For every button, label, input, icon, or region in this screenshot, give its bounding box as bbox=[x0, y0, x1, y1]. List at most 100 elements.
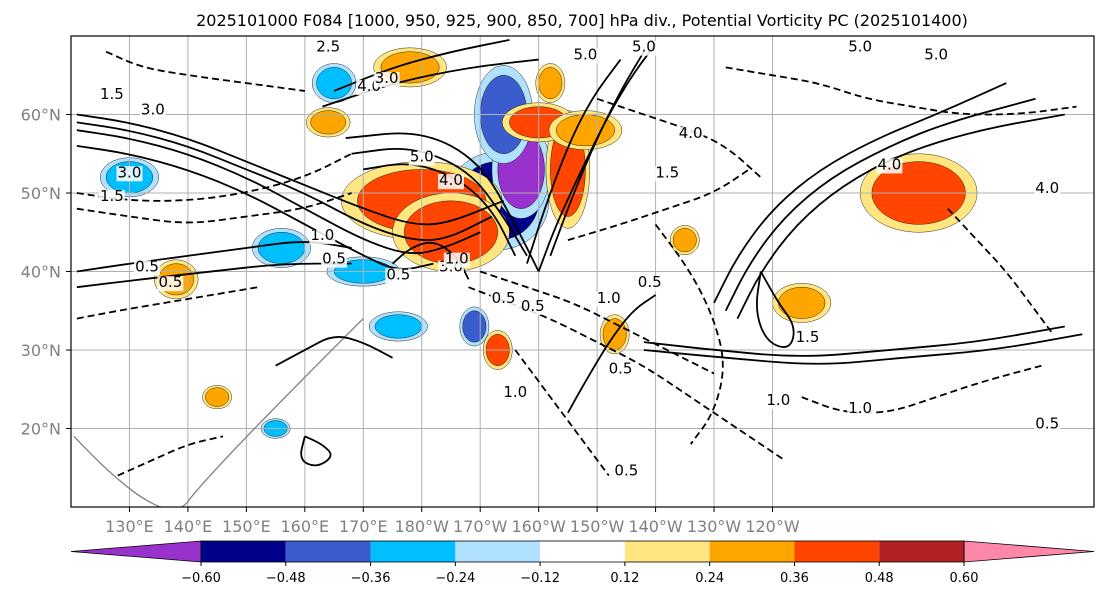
colorbar-tick-label: −0.60 bbox=[181, 571, 221, 586]
contour-label: 4.0 bbox=[877, 155, 901, 173]
contour-line-positive bbox=[76, 113, 504, 226]
contour-label-bg bbox=[157, 276, 184, 292]
contour-label-bg bbox=[613, 464, 640, 480]
contour-label-bg bbox=[654, 166, 681, 182]
contour-label-bg bbox=[677, 127, 704, 143]
contour-label-bg bbox=[630, 40, 657, 56]
contour-label-bg bbox=[847, 40, 874, 56]
contour-label: 5.0 bbox=[573, 46, 597, 64]
contour-label-bg bbox=[876, 158, 903, 174]
y-tick-label: 30°N bbox=[21, 341, 61, 360]
contour-label-bg bbox=[794, 331, 821, 347]
contour-label: 5.0 bbox=[848, 38, 872, 56]
x-tick-label: 150°E bbox=[222, 517, 271, 536]
contour-label: 3.0 bbox=[118, 163, 142, 181]
x-tick-label: 120°W bbox=[745, 517, 800, 536]
x-tick-label: 150°W bbox=[570, 517, 625, 536]
x-tick-label: 130°E bbox=[105, 517, 154, 536]
contour-label-bg bbox=[607, 362, 634, 378]
colorbar bbox=[70, 540, 1095, 563]
pv-fill-region bbox=[205, 387, 230, 407]
colorbar-tick-labels: −0.60 −0.48 −0.36 −0.24 −0.12 0.12 0.24 0.36 0.4… bbox=[181, 562, 978, 586]
contour-label: 1.0 bbox=[445, 250, 469, 268]
contour-line-negative bbox=[654, 223, 724, 445]
contour-line-positive bbox=[643, 333, 1083, 365]
contour-label: 2.5 bbox=[316, 38, 340, 56]
contour-label: 4.0 bbox=[1035, 179, 1059, 197]
contour-label: 0.5 bbox=[386, 265, 410, 283]
contour-label-bg bbox=[636, 276, 663, 292]
contour-label: 0.5 bbox=[638, 273, 662, 291]
contour-line-positive bbox=[736, 113, 1065, 320]
contour-line-positive bbox=[526, 59, 622, 264]
contour-label-bg bbox=[309, 229, 336, 245]
contour-label: 1.5 bbox=[100, 187, 124, 205]
pv-fill-region bbox=[538, 67, 563, 100]
pv-fill-region bbox=[778, 286, 826, 319]
map-plot-area: 1.53.01.53.00.50.50.51.04.03.05.04.03.01… bbox=[71, 36, 1094, 507]
pv-fill-region bbox=[310, 110, 346, 135]
contour-line-negative bbox=[117, 435, 224, 477]
contour-label-bg bbox=[1034, 182, 1061, 197]
colorbar-tick-label: 0.48 bbox=[865, 571, 894, 586]
y-tick-label: 40°N bbox=[21, 263, 61, 282]
x-tick-label: 160°W bbox=[511, 517, 566, 536]
contour-label: 1.5 bbox=[796, 328, 820, 346]
contour-label: 1.0 bbox=[597, 289, 621, 307]
contour-line-negative bbox=[567, 168, 750, 241]
contour-label-bg bbox=[315, 40, 342, 56]
contour-label-bg bbox=[443, 252, 470, 268]
contour-label-bg bbox=[490, 291, 517, 307]
pv-fill-region bbox=[316, 67, 352, 100]
y-tick-label: 60°N bbox=[21, 106, 61, 125]
contour-label-bg bbox=[373, 72, 400, 88]
contour-line-positive bbox=[275, 336, 393, 367]
contour-label: 0.5 bbox=[158, 273, 182, 291]
x-tick-label: 180°W bbox=[395, 517, 450, 536]
contour-label-bg bbox=[595, 291, 622, 307]
contour-label-bg bbox=[98, 189, 125, 205]
contour-line-positive bbox=[76, 121, 493, 242]
contour-label-bg bbox=[437, 174, 464, 190]
colorbar-tick-label: 0.36 bbox=[780, 571, 809, 586]
contour-label-bg bbox=[98, 87, 125, 103]
contour-label: 3.0 bbox=[375, 69, 399, 87]
colorbar-tick-label: 0.24 bbox=[695, 571, 724, 586]
colorbar-extend-max bbox=[963, 540, 1095, 563]
contour-label: 5.0 bbox=[924, 46, 948, 64]
longitude-tick-labels: 130°E 140°E 150°E 160°E 170°E 180°W 170°W 160°W… bbox=[105, 507, 800, 536]
contour-line-positive bbox=[76, 262, 352, 289]
contour-label-bg bbox=[572, 48, 599, 64]
contour-line-positive bbox=[345, 132, 540, 272]
pv-fill-region bbox=[374, 314, 422, 339]
contour-line-negative bbox=[76, 192, 352, 224]
x-tick-label: 140°E bbox=[164, 517, 213, 536]
contour-label-bg bbox=[519, 299, 546, 315]
contour-label: 5.0 bbox=[410, 148, 434, 166]
x-tick-label: 170°W bbox=[453, 517, 508, 536]
contour-line-positive bbox=[549, 51, 645, 257]
y-tick-label: 20°N bbox=[21, 420, 61, 439]
colorbar-segment bbox=[794, 541, 880, 562]
contour-label-bg bbox=[847, 401, 874, 417]
colorbar-tick-label: −0.48 bbox=[266, 571, 306, 586]
y-tick-label: 50°N bbox=[21, 184, 61, 203]
contour-label: 1.0 bbox=[503, 383, 527, 401]
colorbar-tick-label: −0.24 bbox=[435, 571, 475, 586]
contour-label-bg bbox=[133, 260, 160, 276]
contour-label: 1.0 bbox=[848, 399, 872, 417]
contour-label: 0.5 bbox=[521, 297, 545, 315]
colorbar-segment bbox=[879, 541, 964, 562]
colorbar-segment bbox=[201, 541, 286, 562]
contour-label: 3.0 bbox=[141, 101, 165, 119]
contour-label: 1.5 bbox=[655, 163, 679, 181]
contour-line-negative bbox=[76, 286, 259, 320]
contour-label: 4.0 bbox=[439, 171, 463, 189]
contour-label: 0.5 bbox=[1035, 415, 1059, 433]
contour-label-bg bbox=[502, 386, 529, 402]
great-circle-arc bbox=[73, 318, 364, 507]
contour-line-negative bbox=[514, 349, 610, 477]
contour-line-positive bbox=[363, 163, 517, 257]
colorbar-segment bbox=[285, 541, 371, 562]
